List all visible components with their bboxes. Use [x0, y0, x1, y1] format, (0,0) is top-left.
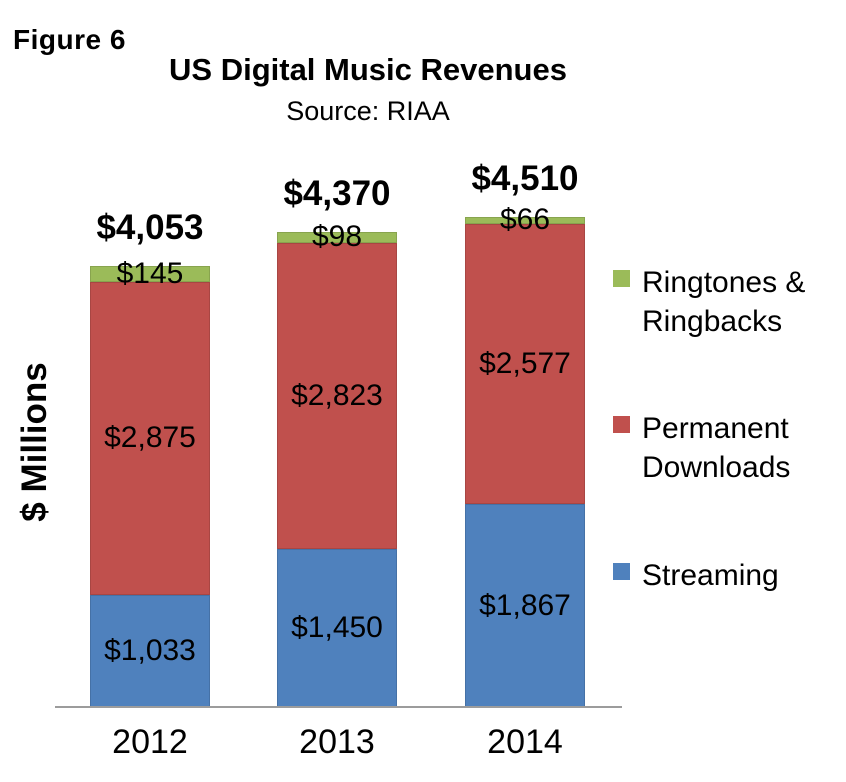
legend-item-permanent-downloads: Permanent Downloads	[613, 409, 790, 487]
figure-label: Figure 6	[13, 24, 126, 55]
legend-label-permanent-downloads-line-0: Permanent	[642, 412, 789, 445]
y-axis-label: $ Millions	[15, 362, 54, 522]
legend-swatch-streaming	[613, 563, 630, 580]
value-label-streaming-2012: $1,033	[104, 633, 196, 667]
value-label-permanent-downloads-2012: $2,875	[104, 421, 196, 455]
legend-item-streaming: Streaming	[613, 556, 779, 595]
total-label-2012: $4,053	[96, 208, 204, 248]
bar-segment-ringtones-ringbacks-2014	[465, 216, 585, 224]
legend-swatch-ringtones-ringbacks	[613, 270, 630, 287]
value-label-ringtones-ringbacks-2012: $145	[116, 257, 184, 291]
bar-segment-permanent-downloads-2012	[90, 282, 210, 595]
legend-label-streaming-line-0: Streaming	[642, 559, 779, 592]
bar-segment-permanent-downloads-2013	[277, 242, 397, 550]
bar-segment-ringtones-ringbacks-2012	[90, 266, 210, 283]
bar-segment-ringtones-ringbacks-2013	[277, 231, 397, 243]
value-label-streaming-2013: $1,450	[291, 611, 383, 645]
value-label-permanent-downloads-2013: $2,823	[291, 378, 383, 412]
bar-segment-streaming-2013	[277, 549, 397, 707]
legend-label-ringtones-ringbacks-line-0: Ringtones &	[642, 266, 806, 299]
value-label-ringtones-ringbacks-2013: $98	[311, 220, 363, 254]
bar-segment-streaming-2012	[90, 594, 210, 707]
bar-segment-streaming-2014	[465, 504, 585, 707]
x-tick-2013: 2013	[299, 723, 375, 761]
value-label-ringtones-ringbacks-2014: $66	[499, 203, 551, 237]
chart-title: US Digital Music Revenues	[169, 52, 567, 87]
x-axis-line	[55, 706, 622, 708]
value-label-streaming-2014: $1,867	[479, 588, 571, 622]
bar-segment-permanent-downloads-2014	[465, 223, 585, 505]
x-tick-2014: 2014	[487, 723, 563, 761]
x-tick-2012: 2012	[112, 723, 188, 761]
legend-item-ringtones-ringbacks: Ringtones & Ringbacks	[613, 263, 805, 341]
total-label-2013: $4,370	[283, 173, 391, 213]
legend-swatch-permanent-downloads	[613, 416, 630, 433]
total-label-2014: $4,510	[471, 158, 579, 198]
legend-label-ringtones-ringbacks-line-1: Ringbacks	[642, 305, 783, 338]
value-label-permanent-downloads-2014: $2,577	[479, 346, 571, 380]
chart-subtitle: Source: RIAA	[286, 96, 450, 126]
legend-label-permanent-downloads-line-1: Downloads	[642, 451, 791, 484]
